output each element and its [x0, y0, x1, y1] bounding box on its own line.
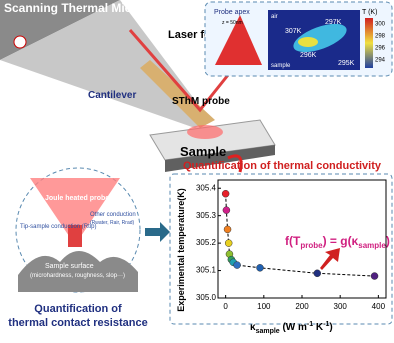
x-tick-label: 100 [257, 302, 271, 311]
label: SThM probe [172, 96, 230, 107]
xlabel-part: κ [250, 322, 256, 333]
formula: f(Tprobe) = g(κsample) [285, 234, 390, 250]
voltage-icon [13, 35, 27, 49]
arrow [145, 222, 170, 242]
sample-surface [18, 251, 138, 292]
formula-part: probe [300, 241, 323, 250]
chart-title: Quantification of thermal conductivity [183, 160, 382, 172]
arrow [227, 154, 243, 173]
label: Probe apex [214, 9, 250, 16]
label: Tip-sample conduction (Rtip) [20, 224, 96, 230]
laser-path [128, 29, 242, 113]
colorbar-tick: 300 [375, 22, 386, 28]
formula-part: ) [386, 234, 390, 248]
data-point [370, 272, 379, 280]
label: Sample surface [45, 263, 94, 270]
arrow [320, 248, 340, 270]
data-point [223, 225, 232, 234]
xlabel-part: -1 [323, 321, 329, 328]
label: (Rwater, Rair, Rrad) [90, 220, 135, 226]
label: 307K [285, 28, 302, 35]
label: sample [271, 63, 291, 69]
xlabel-part: sample [256, 328, 280, 335]
sample-side [165, 145, 275, 172]
hot-spot [187, 125, 223, 139]
y-tick-label: 305.0 [196, 293, 217, 302]
x-tick-label: 400 [372, 302, 386, 311]
xlabel-part: K [313, 322, 324, 333]
data-point [224, 239, 233, 247]
label: 295K [338, 60, 355, 67]
x-axis-label: κsample (W m-1 K-1) [250, 321, 333, 335]
y-tick-label: 305.3 [196, 211, 217, 220]
xlabel-part: (W m [280, 322, 307, 333]
data-point [313, 269, 322, 278]
y-tick-label: 305.4 [196, 183, 217, 192]
label: Sample [180, 144, 226, 159]
hot-core [298, 37, 318, 47]
label: (microhardness, roughness, slop···) [30, 273, 125, 279]
probe-cone [215, 15, 262, 65]
caption: thermal contact resistance [8, 317, 147, 329]
x-tick-label: 200 [295, 302, 309, 311]
label: T (K) [362, 9, 377, 16]
y-tick-label: 305.1 [196, 266, 217, 275]
label: Cantilever [88, 90, 136, 101]
title: Scanning Thermal Microscopy [4, 1, 178, 15]
label: z = 50nm [222, 20, 243, 26]
label: Joule heated probe [45, 195, 109, 202]
label: 297K [325, 19, 342, 26]
label: Other conduction [90, 212, 136, 218]
heated-probe [30, 178, 120, 245]
x-tick-label: 0 [223, 302, 228, 311]
label: 296K [300, 52, 317, 59]
y-axis-label: Experimental temperature(K) [176, 188, 186, 312]
data-point [221, 189, 230, 198]
xlabel-part: ) [329, 322, 332, 333]
formula-part: sample [358, 241, 386, 250]
data-point [233, 261, 241, 269]
x-tick-label: 300 [334, 302, 348, 311]
cantilever-arm [0, 0, 210, 128]
arrow [68, 225, 82, 247]
caption: Quantification of [34, 303, 122, 315]
xlabel-part: -1 [307, 321, 313, 328]
colorbar [365, 18, 373, 68]
data-point [256, 264, 264, 272]
label: air [271, 14, 278, 20]
cantilever [140, 60, 215, 128]
formula-part: f(T [285, 234, 301, 248]
data-point [222, 206, 231, 214]
formula-part: ) = g(κ [323, 234, 359, 248]
colorbar-tick: 298 [375, 34, 386, 40]
y-tick-label: 305.2 [196, 238, 217, 247]
colorbar-tick: 294 [375, 58, 386, 64]
colorbar-tick: 296 [375, 46, 386, 52]
